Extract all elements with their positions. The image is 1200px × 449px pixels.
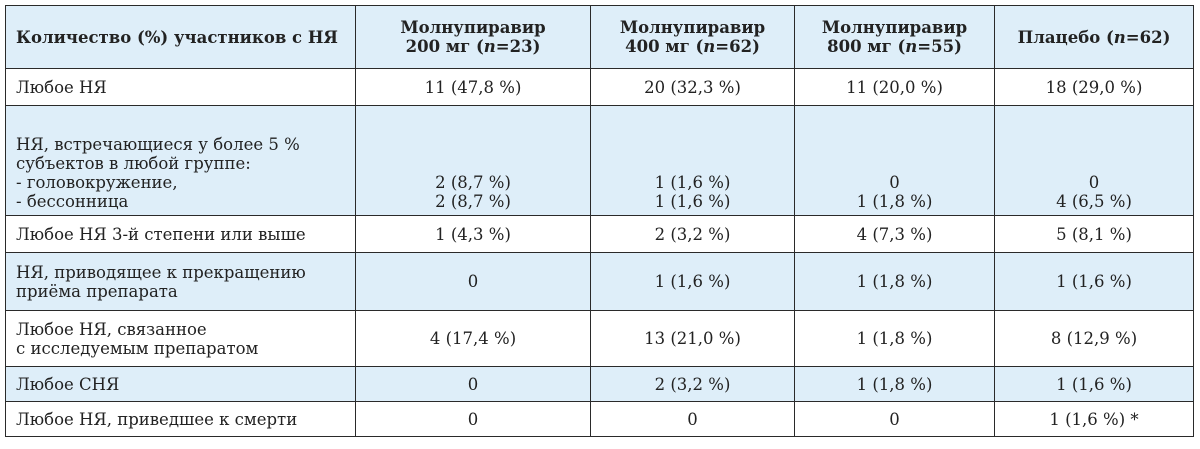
cell-value: 4 (7,3 %)	[794, 215, 995, 253]
row-label-fatal-ae: Любое НЯ, приведшее к смерти	[5, 401, 356, 437]
table-row: НЯ, встречающиеся у более 5 % субъектов …	[5, 105, 1194, 216]
cell-value: 0	[794, 401, 995, 437]
cell-value: 2 (8,7 %) 2 (8,7 %)	[355, 105, 591, 216]
header-participants-count: Количество (%) участников с НЯ	[5, 5, 356, 69]
cell-value: 1 (1,8 %)	[794, 366, 995, 402]
cell-value: 2 (3,2 %)	[590, 215, 795, 253]
row-label-any-ae: Любое НЯ	[5, 68, 356, 106]
cell-value: 0	[355, 366, 591, 402]
cell-value: 0	[355, 252, 591, 311]
header-placebo: Плацебо (n=62)	[994, 5, 1194, 69]
table-row: Любое НЯ, приведшее к смерти 0 0 0 1 (1,…	[5, 401, 1194, 437]
cell-value: 0	[590, 401, 795, 437]
cell-value: 1 (1,6 %)	[994, 366, 1194, 402]
header-molnupiravir-400: Молнупиравир 400 мг (n=62)	[590, 5, 795, 69]
cell-value: 13 (21,0 %)	[590, 310, 795, 367]
table-row: НЯ, приводящее к прекращению приёма преп…	[5, 252, 1194, 311]
row-label-sae: Любое СНЯ	[5, 366, 356, 402]
row-label-grade3-ae: Любое НЯ 3-й степени или выше	[5, 215, 356, 253]
row-label-common-ae: НЯ, встречающиеся у более 5 % субъектов …	[5, 105, 356, 216]
cell-value: 2 (3,2 %)	[590, 366, 795, 402]
cell-value: 0 4 (6,5 %)	[994, 105, 1194, 216]
table-row: Любое НЯ 3-й степени или выше 1 (4,3 %) …	[5, 215, 1194, 253]
cell-value: 1 (1,8 %)	[794, 252, 995, 311]
row-label-drug-related-ae: Любое НЯ, связанное с исследуемым препар…	[5, 310, 356, 367]
cell-value: 4 (17,4 %)	[355, 310, 591, 367]
cell-value: 1 (1,6 %)	[590, 252, 795, 311]
header-molnupiravir-800: Молнупиравир 800 мг (n=55)	[794, 5, 995, 69]
cell-value: 8 (12,9 %)	[994, 310, 1194, 367]
cell-value: 5 (8,1 %)	[994, 215, 1194, 253]
cell-value: 1 (4,3 %)	[355, 215, 591, 253]
cell-value: 1 (1,6 %) 1 (1,6 %)	[590, 105, 795, 216]
cell-value: 11 (47,8 %)	[355, 68, 591, 106]
cell-value: 0	[355, 401, 591, 437]
cell-value: 0 1 (1,8 %)	[794, 105, 995, 216]
cell-value: 18 (29,0 %)	[994, 68, 1194, 106]
table-header-row: Количество (%) участников с НЯ Молнупира…	[5, 5, 1194, 69]
cell-value: 1 (1,8 %)	[794, 310, 995, 367]
cell-value: 11 (20,0 %)	[794, 68, 995, 106]
table-row: Любое СНЯ 0 2 (3,2 %) 1 (1,8 %) 1 (1,6 %…	[5, 366, 1194, 402]
cell-value: 1 (1,6 %) *	[994, 401, 1194, 437]
adverse-events-table: Количество (%) участников с НЯ Молнупира…	[5, 5, 1194, 437]
cell-value: 1 (1,6 %)	[994, 252, 1194, 311]
row-label-discontinuation-ae: НЯ, приводящее к прекращению приёма преп…	[5, 252, 356, 311]
table-row: Любое НЯ 11 (47,8 %) 20 (32,3 %) 11 (20,…	[5, 68, 1194, 106]
header-molnupiravir-200: Молнупиравир 200 мг (n=23)	[355, 5, 591, 69]
table-row: Любое НЯ, связанное с исследуемым препар…	[5, 310, 1194, 367]
cell-value: 20 (32,3 %)	[590, 68, 795, 106]
